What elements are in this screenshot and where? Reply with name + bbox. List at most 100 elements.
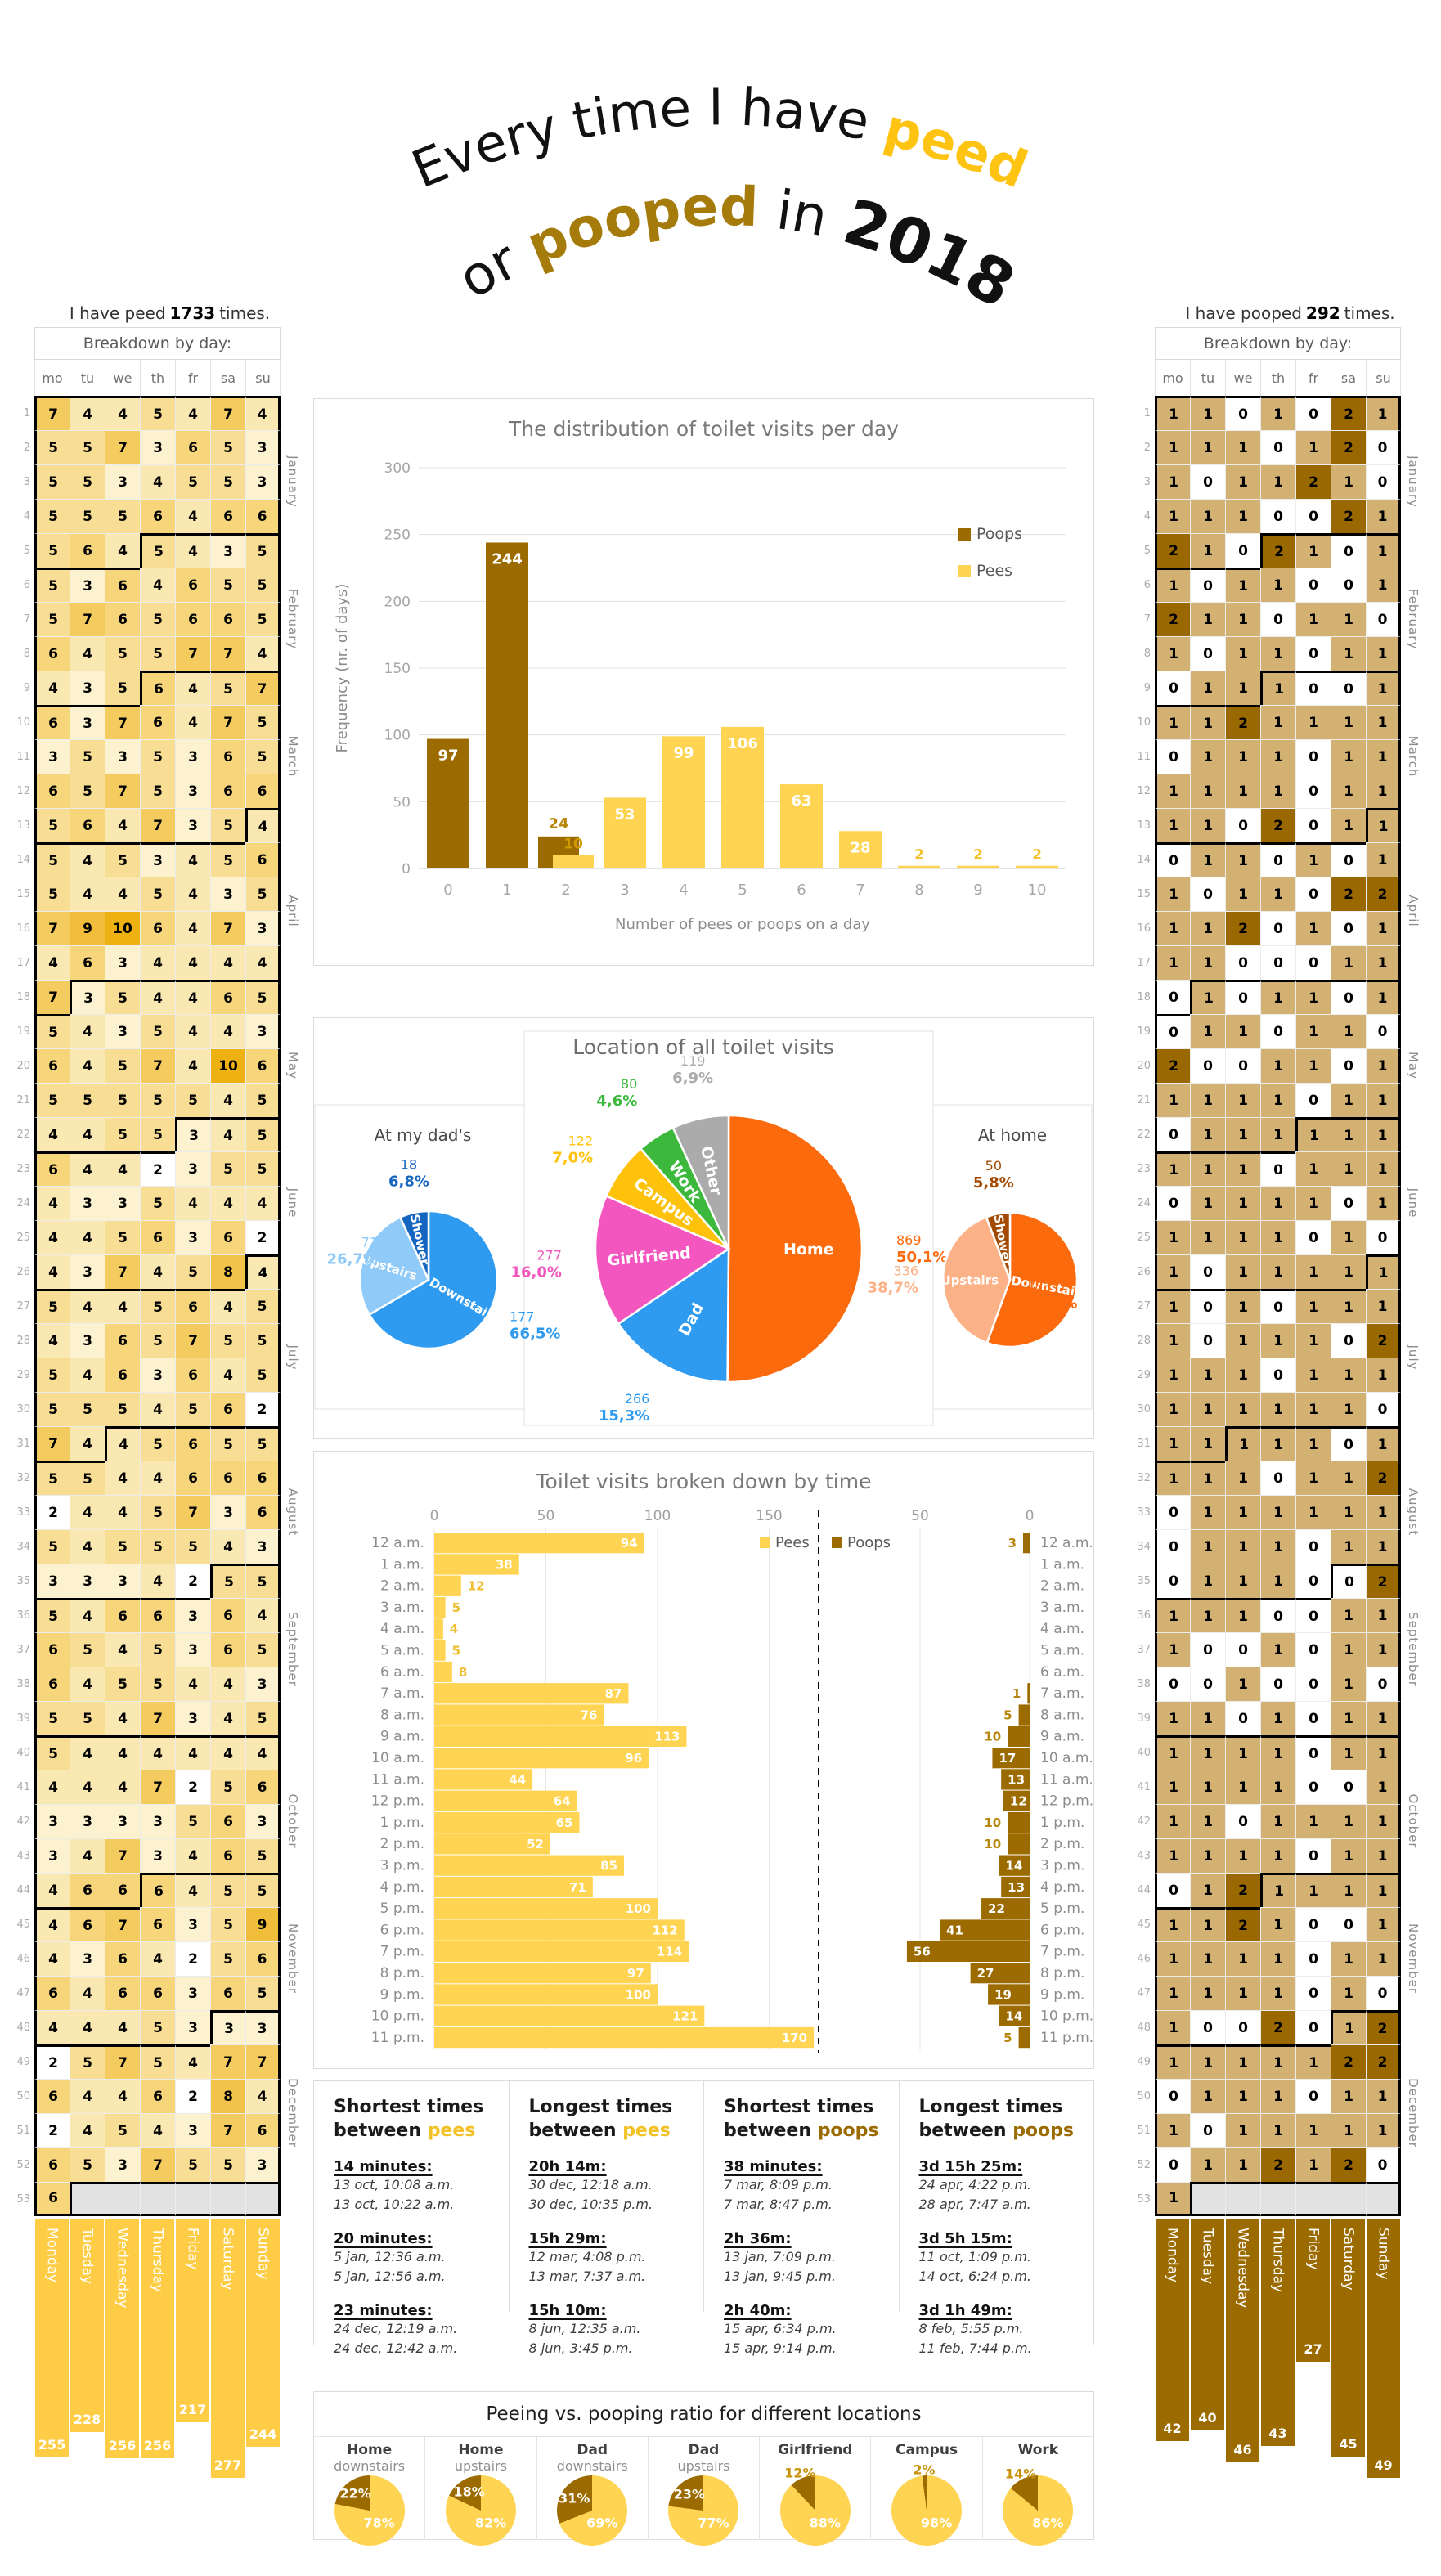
poop-cell: 1 — [1366, 980, 1401, 1014]
week-number: 18 — [16, 990, 30, 1003]
pee-cell: 6 — [34, 1048, 70, 1083]
breakdown-header-row: Breakdown by day: — [1137, 327, 1441, 360]
poop-cell: 0 — [1260, 1151, 1295, 1186]
day-header: tu — [70, 360, 105, 396]
poop-cell: 0 — [1331, 1426, 1366, 1461]
weekday-label: Thursday — [149, 2228, 166, 2293]
pee-cell: 4 — [34, 2010, 70, 2044]
pee-cell: 6 — [34, 1151, 70, 1186]
times-heading-line1: Shortest times — [334, 2097, 484, 2117]
poop-cell: 0 — [1295, 1770, 1331, 1804]
week-number: 33 — [16, 1506, 30, 1519]
pie-outer-value: 336 — [893, 1263, 918, 1279]
x-tick-label: 50 — [537, 1508, 555, 1524]
poop-cell: 1 — [1190, 1529, 1225, 1564]
pee-calendar-panel: I have peed 1733 times. Breakdown by day: m… — [16, 299, 323, 2478]
poop-cell: 1 — [1295, 1014, 1331, 1048]
poop-cell: 1 — [1225, 499, 1260, 533]
title-year: 2018 — [836, 185, 1027, 322]
month-label: January — [285, 456, 300, 508]
pee-cell: 4 — [175, 1014, 210, 1048]
pee-cell: 3 — [175, 1632, 210, 1667]
poop-cell: 1 — [1366, 2079, 1401, 2113]
pee-cell: 5 — [210, 430, 245, 464]
pee-cell: 3 — [70, 1323, 105, 1358]
times-heading: Longest times between pees — [529, 2096, 696, 2143]
poop-cell: 1 — [1225, 739, 1260, 774]
pee-cell: 3 — [70, 671, 105, 705]
calendar-week-row: 33 0 1 1 1 1 1 1 — [1137, 1495, 1441, 1529]
pee-cell: 4 — [70, 1151, 105, 1186]
poop-cell: 1 — [1366, 533, 1401, 568]
ratio-location-name: Girlfriend — [778, 2442, 853, 2458]
poop-cell: 1 — [1155, 1735, 1190, 1770]
pee-calendar: Breakdown by day: mo tu we th fr sa su 1 7 4 4 5 4 7 4 2… — [16, 327, 323, 2478]
weekday-label: Saturday — [1340, 2228, 1357, 2291]
poop-cell: 1 — [1155, 1770, 1190, 1804]
week-number: 45 — [1137, 1918, 1151, 1931]
poop-cell: 2 — [1331, 877, 1366, 911]
poop-cell: 0 — [1155, 1529, 1190, 1564]
poop-cell: 1 — [1225, 671, 1260, 705]
pee-cell: 5 — [245, 705, 281, 739]
bar-value-label: 244 — [492, 550, 523, 568]
poop-cell: 1 — [1295, 1461, 1331, 1495]
pee-cell: 5 — [140, 1667, 175, 1701]
poop-cell: 1 — [1366, 1358, 1401, 1392]
poop-cell: 1 — [1260, 774, 1295, 808]
pee-cell: 3 — [34, 739, 70, 774]
pee-cell: 6 — [210, 1976, 245, 2010]
pee-cell: 4 — [245, 1598, 281, 1632]
week-number: 30 — [16, 1402, 30, 1416]
calendar-week-row: 36 5 4 6 6 3 6 4 — [16, 1598, 323, 1632]
pee-bar — [721, 726, 764, 868]
pie-outer-label: 277 16,0% — [510, 1247, 561, 1281]
bar-value-label: 44 — [509, 1772, 526, 1787]
pee-cell: 4 — [245, 1186, 281, 1220]
pee-cell: 3 — [105, 1564, 140, 1598]
pee-time-bar — [434, 1984, 658, 2005]
pie-outer-pct: 55,6% — [1026, 1295, 1077, 1313]
pee-cell: 4 — [105, 2079, 140, 2113]
weekday-bar-column: Wednesday 256 — [105, 2219, 140, 2478]
x-tick-label: 9 — [973, 882, 982, 899]
poop-cell: 1 — [1225, 1564, 1260, 1598]
pee-cell: 7 — [175, 636, 210, 671]
week-number: 38 — [1137, 1677, 1151, 1690]
poop-cell: 1 — [1190, 1426, 1225, 1461]
pee-cell: 7 — [105, 430, 140, 464]
week-number: 8 — [1143, 647, 1151, 660]
timestamp-line: 13 jan, 7:09 p.m. — [724, 2249, 836, 2265]
bar-value-label: 5 — [1003, 2031, 1012, 2045]
times-column: Shortest times between pees 14 minutes: 13 … — [314, 2081, 509, 2356]
pee-cell: 6 — [175, 1358, 210, 1392]
pee-cell: 5 — [34, 499, 70, 533]
pee-pct-label: 78% — [363, 2515, 395, 2531]
ratio-location-name: Home — [347, 2442, 393, 2458]
poop-cell: 1 — [1225, 1770, 1260, 1804]
poop-cell: 0 — [1155, 980, 1190, 1014]
pee-cell: 7 — [210, 396, 245, 430]
bar-value-label: 3 — [1008, 1536, 1017, 1551]
hour-label-left: 10 a.m. — [371, 1750, 424, 1766]
pee-cell: 3 — [105, 739, 140, 774]
pee-cell: 5 — [140, 1529, 175, 1564]
poop-cell: 1 — [1331, 1220, 1366, 1254]
pee-cell: 5 — [245, 1564, 281, 1598]
hour-label-left: 10 p.m. — [371, 2008, 424, 2025]
calendar-week-row: 19 5 4 3 5 4 4 3 — [16, 1014, 323, 1048]
distribution-panel: The distribution of toilet visits per da… — [313, 398, 1094, 966]
poop-cell: 1 — [1155, 1598, 1190, 1632]
day-header: su — [245, 360, 281, 396]
poop-cell: 2 — [1225, 1873, 1260, 1907]
bar-value-label: 28 — [850, 839, 870, 856]
calendar-week-row: 38 6 4 5 5 4 4 3 — [16, 1667, 323, 1701]
weekday-bar-column: Monday 42 — [1155, 2219, 1190, 2478]
pee-cell: 5 — [140, 1186, 175, 1220]
hour-label-left: 2 p.m. — [380, 1836, 424, 1852]
pee-time-bar — [434, 1811, 580, 1833]
pee-time-bar — [434, 1533, 644, 1554]
bar-value-label: 8 — [459, 1665, 467, 1680]
pee-cell: 6 — [245, 1770, 281, 1804]
